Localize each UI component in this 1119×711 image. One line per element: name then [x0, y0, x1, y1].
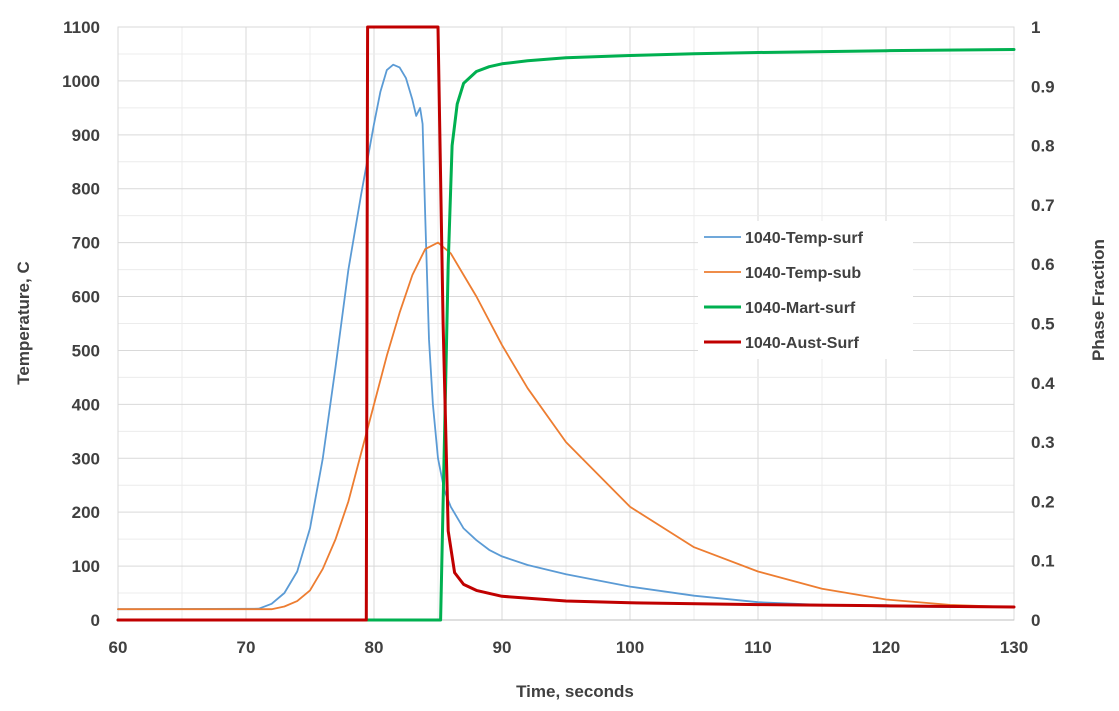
- y2-axis-title: Phase Fraction: [1089, 239, 1108, 361]
- series-lines: [116, 25, 1016, 622]
- y-tick-label: 400: [72, 395, 100, 414]
- y-tick-label: 800: [72, 180, 100, 199]
- y2-tick-label: 0.3: [1031, 433, 1055, 452]
- legend-label: 1040-Temp-sub: [745, 265, 861, 282]
- y2-tick-label: 1: [1031, 18, 1040, 37]
- x-tick-label: 90: [493, 638, 512, 657]
- y-tick-label: 1100: [63, 18, 100, 37]
- axis-titles: Time, seconds Temperature, C Phase Fract…: [14, 239, 1108, 701]
- x-tick-label: 70: [237, 638, 256, 657]
- y-tick-label: 700: [72, 234, 100, 253]
- y2-tick-label: 0.8: [1031, 137, 1055, 156]
- series-line: [116, 25, 1016, 622]
- series-line: [117, 241, 1015, 611]
- legend-label: 1040-Temp-surf: [745, 230, 864, 247]
- y-tick-label: 200: [72, 503, 100, 522]
- legend-label: 1040-Mart-surf: [745, 300, 856, 317]
- series-line: [117, 63, 1015, 611]
- y2-tick-label: 0.7: [1031, 196, 1055, 215]
- y2-tick-label: 0.6: [1031, 255, 1055, 274]
- x-axis-title: Time, seconds: [516, 682, 634, 701]
- y2-tick-label: 0.2: [1031, 492, 1055, 511]
- axes: 60 70 80 90 100 110 120 13001002003004005006007…: [62, 18, 1055, 657]
- y-tick-label: 900: [72, 126, 100, 145]
- y2-tick-label: 0.1: [1031, 552, 1055, 571]
- legend: 1040-Temp-surf 1040-Temp-sub 1040-Mart-sur…: [698, 221, 913, 359]
- x-tick-label: 100: [616, 638, 644, 657]
- y-tick-label: 300: [72, 449, 100, 468]
- y-tick-label: 0: [91, 611, 100, 630]
- y2-tick-label: 0: [1031, 611, 1040, 630]
- legend-label: 1040-Aust-Surf: [745, 335, 859, 352]
- y-axis-title: Temperature, C: [14, 261, 33, 384]
- legend-box: [698, 221, 913, 359]
- y-tick-label: 600: [72, 288, 100, 307]
- y-tick-label: 500: [72, 341, 100, 360]
- series-line: [116, 48, 1016, 622]
- y2-tick-label: 0.5: [1031, 315, 1055, 334]
- x-tick-label: 110: [744, 638, 771, 657]
- x-tick-label: 130: [1000, 638, 1028, 657]
- x-tick-label: 80: [365, 638, 384, 657]
- y-tick-label: 1000: [62, 72, 100, 91]
- y2-tick-label: 0.4: [1031, 374, 1055, 393]
- x-tick-label: 60: [109, 638, 128, 657]
- x-tick-label: 120: [872, 638, 900, 657]
- y-tick-label: 100: [72, 557, 100, 576]
- y2-tick-label: 0.9: [1031, 77, 1055, 96]
